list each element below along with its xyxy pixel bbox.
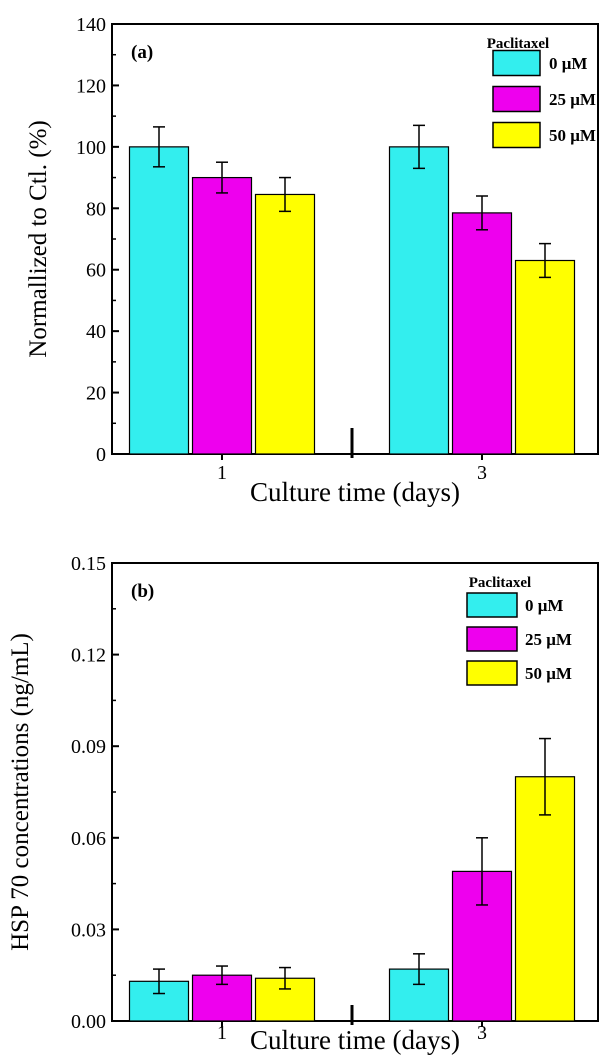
x-tick-label: 3 <box>477 1022 487 1044</box>
legend-title-b: Paclitaxel <box>469 575 531 591</box>
panel-b: (b) HSP 70 concentrations (ng/mL) Cultur… <box>7 553 599 1055</box>
y-tick-label: 0.09 <box>71 736 106 758</box>
legend-swatch <box>492 49 541 77</box>
y-axis-label-b: HSP 70 concentrations (ng/mL) <box>7 633 34 951</box>
y-tick-label: 0.00 <box>71 1011 106 1033</box>
x-tick-label: 1 <box>217 462 227 484</box>
bar <box>128 146 190 455</box>
y-axis-ticks-a: 0 20 40 60 80 100 120 140 <box>76 14 119 466</box>
legend-swatch <box>466 626 518 652</box>
bar <box>451 212 513 455</box>
legend-a: Paclitaxel 0 μM 25 μM 50 μM <box>487 36 596 149</box>
y-tick-label: 0.12 <box>71 645 106 667</box>
legend-title-a: Paclitaxel <box>487 36 549 52</box>
panel-a: (a) Normallized to Ctl. (%) Culture time… <box>25 14 599 507</box>
x-tick-label: 3 <box>477 462 487 484</box>
legend-label: 25 μM <box>549 90 596 109</box>
legend-label: 0 μM <box>525 596 563 615</box>
y-tick-label: 20 <box>86 383 106 405</box>
legend-label: 25 μM <box>525 630 572 649</box>
y-axis-ticks-b: 0.00 0.03 0.06 0.09 0.12 0.15 <box>71 553 119 1033</box>
y-tick-label: 0.15 <box>71 553 106 575</box>
panel-label-b: (b) <box>131 581 154 602</box>
legend-swatch <box>492 121 541 149</box>
y-tick-label: 100 <box>76 137 106 159</box>
bar <box>254 193 316 455</box>
y-tick-label: 80 <box>86 198 106 220</box>
x-axis-label-b: Culture time (days) <box>250 1025 460 1055</box>
bar <box>514 259 576 455</box>
legend-items-b: 0 μM 25 μM 50 μM <box>466 592 572 686</box>
legend-label: 50 μM <box>525 664 572 683</box>
legend-swatch <box>466 592 518 618</box>
y-tick-label: 0 <box>96 444 106 466</box>
y-axis-label-a: Normallized to Ctl. (%) <box>25 120 52 357</box>
y-tick-label: 60 <box>86 260 106 282</box>
y-tick-label: 0.06 <box>71 828 106 850</box>
y-tick-label: 0.03 <box>71 919 106 941</box>
bar <box>388 146 450 455</box>
y-tick-label: 40 <box>86 321 106 343</box>
legend-items-a: 0 μM 25 μM 50 μM <box>492 49 596 149</box>
x-axis-label-a: Culture time (days) <box>250 477 460 507</box>
legend-swatch <box>466 660 518 686</box>
legend-b: Paclitaxel 0 μM 25 μM 50 μM <box>466 575 572 686</box>
y-tick-label: 120 <box>76 75 106 97</box>
panel-label-a: (a) <box>131 42 153 63</box>
legend-swatch <box>492 85 541 113</box>
bars-a <box>128 124 576 455</box>
legend-label: 0 μM <box>549 54 587 73</box>
bar <box>514 776 576 1022</box>
bar <box>191 176 253 455</box>
legend-label: 50 μM <box>549 126 596 145</box>
y-tick-label: 140 <box>76 14 106 36</box>
bars-b <box>128 737 576 1022</box>
x-tick-label: 1 <box>217 1022 227 1044</box>
